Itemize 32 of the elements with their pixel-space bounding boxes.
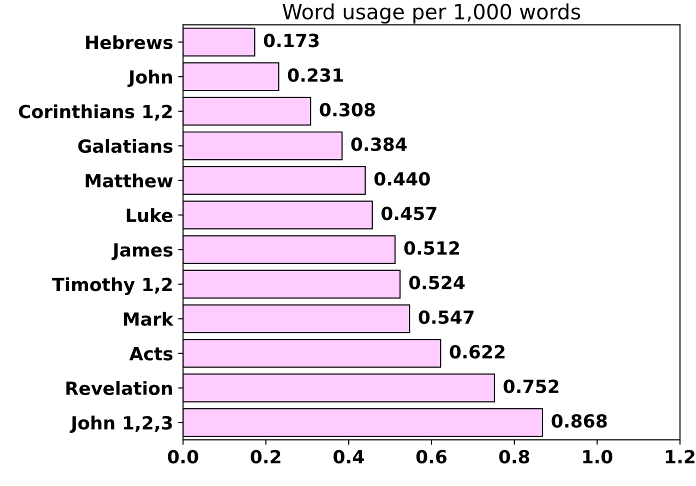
- data-label: 0.512: [404, 241, 459, 255]
- data-label: 0.384: [351, 137, 407, 152]
- data-label: 0.868: [552, 414, 607, 428]
- x-tick-label: 0.4: [334, 450, 364, 464]
- x-tick-label: 0.8: [499, 450, 530, 464]
- data-label: 0.440: [374, 172, 430, 186]
- x-tick-label: 1.0: [583, 450, 612, 464]
- y-tick-label: Hebrews: [86, 35, 172, 50]
- data-label: 0.524: [409, 276, 465, 290]
- y-tick-label: John 1,2,3: [70, 416, 172, 434]
- data-label: 0.308: [320, 102, 375, 116]
- data-label: 0.457: [381, 206, 436, 220]
- y-tick-label: Corinthians 1,2: [18, 104, 172, 121]
- y-tick-label: Acts: [129, 347, 172, 360]
- x-tick-label: 0.0: [168, 450, 198, 464]
- y-tick-label: Timothy 1,2: [52, 277, 172, 295]
- x-tick-label: 0.6: [416, 450, 447, 464]
- x-tick-label: 0.2: [250, 450, 280, 464]
- y-tick-label: Matthew: [86, 174, 173, 188]
- y-tick-label: Galatians: [78, 138, 172, 153]
- data-label: 0.173: [264, 34, 319, 48]
- data-label: 0.622: [450, 344, 505, 359]
- y-tick-label: John: [127, 70, 172, 88]
- x-tick-label: 1.2: [666, 450, 694, 464]
- y-tick-label: Luke: [126, 208, 172, 222]
- data-label: 0.547: [418, 310, 474, 324]
- data-label: 0.752: [504, 380, 558, 394]
- y-tick-label: Mark: [124, 312, 174, 326]
- chart-title: Word usage per 1,000 words: [282, 3, 580, 24]
- y-tick-label: Revelation: [66, 381, 172, 396]
- data-label: 0.231: [288, 68, 343, 82]
- y-tick-label: James: [112, 243, 172, 260]
